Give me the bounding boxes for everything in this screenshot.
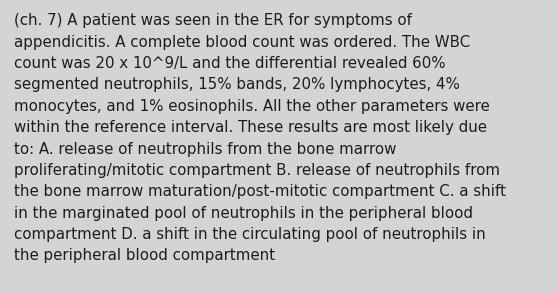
Text: within the reference interval. These results are most likely due: within the reference interval. These res… bbox=[14, 120, 487, 135]
Text: the bone marrow maturation/post-mitotic compartment C. a shift: the bone marrow maturation/post-mitotic … bbox=[14, 184, 506, 199]
Text: in the marginated pool of neutrophils in the peripheral blood: in the marginated pool of neutrophils in… bbox=[14, 206, 473, 221]
Text: monocytes, and 1% eosinophils. All the other parameters were: monocytes, and 1% eosinophils. All the o… bbox=[14, 99, 490, 114]
Text: appendicitis. A complete blood count was ordered. The WBC: appendicitis. A complete blood count was… bbox=[14, 35, 470, 50]
Text: to: A. release of neutrophils from the bone marrow: to: A. release of neutrophils from the b… bbox=[14, 142, 396, 156]
Text: proliferating/mitotic compartment B. release of neutrophils from: proliferating/mitotic compartment B. rel… bbox=[14, 163, 500, 178]
Text: segmented neutrophils, 15% bands, 20% lymphocytes, 4%: segmented neutrophils, 15% bands, 20% ly… bbox=[14, 77, 460, 92]
Text: count was 20 x 10^9/L and the differential revealed 60%: count was 20 x 10^9/L and the differenti… bbox=[14, 56, 446, 71]
Text: (ch. 7) A patient was seen in the ER for symptoms of: (ch. 7) A patient was seen in the ER for… bbox=[14, 13, 412, 28]
Text: the peripheral blood compartment: the peripheral blood compartment bbox=[14, 248, 275, 263]
Text: compartment D. a shift in the circulating pool of neutrophils in: compartment D. a shift in the circulatin… bbox=[14, 227, 485, 242]
